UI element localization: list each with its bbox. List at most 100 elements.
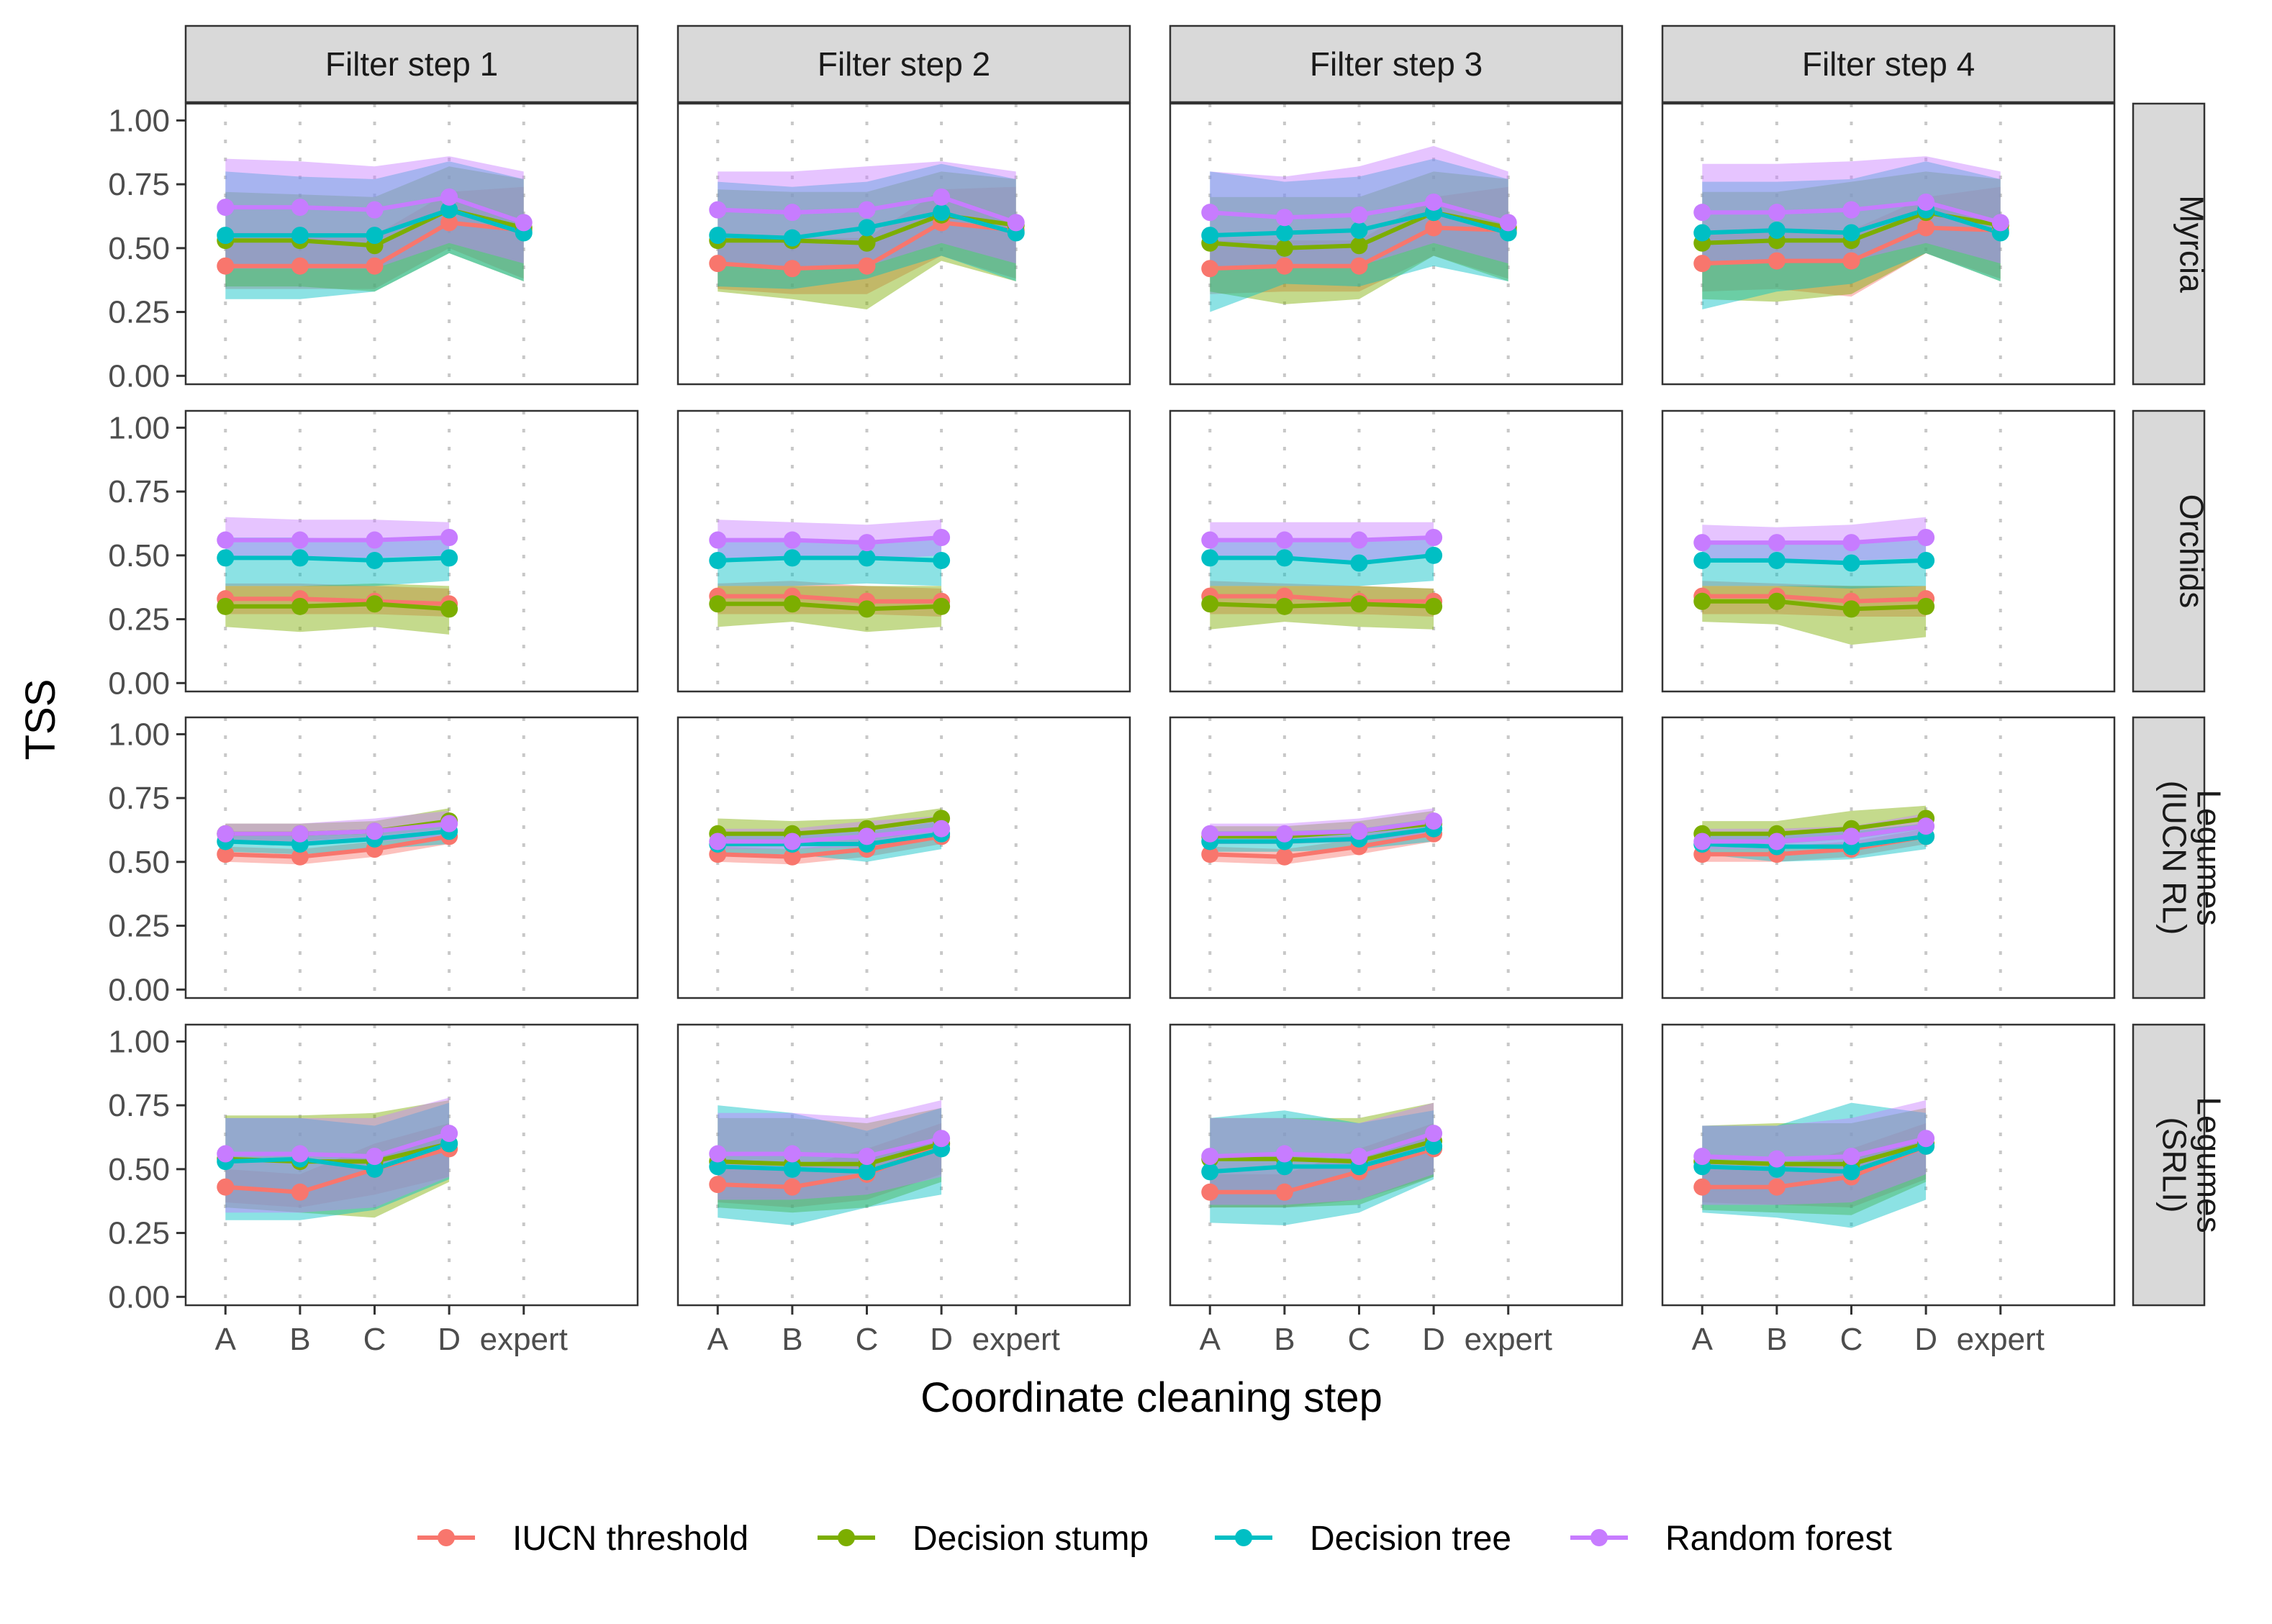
data-point — [291, 531, 309, 549]
legend-item: Decision stump — [818, 1520, 1149, 1558]
panel-border — [1661, 409, 2116, 693]
row-strip — [2132, 102, 2206, 386]
data-point — [1693, 534, 1711, 552]
panel-border — [1169, 102, 1624, 386]
data-point — [291, 848, 309, 866]
y-tick-label: 0.00 — [108, 666, 170, 701]
panel-data — [1201, 522, 1443, 630]
data-point — [1275, 1158, 1293, 1176]
panel-border — [1169, 409, 1624, 693]
data-point — [1201, 1148, 1219, 1166]
data-point — [1201, 204, 1219, 222]
data-point — [1693, 551, 1711, 569]
series-line — [718, 816, 942, 836]
x-tick-label: expert — [972, 1322, 1060, 1357]
series-line — [1210, 1131, 1434, 1159]
data-point — [709, 595, 727, 613]
panel-background — [1170, 411, 1622, 691]
legend-label: IUCN threshold — [512, 1520, 748, 1558]
confidence-band — [225, 537, 450, 586]
data-point — [1842, 252, 1860, 270]
panel-border — [1661, 1023, 2116, 1307]
x-tick-label: C — [856, 1322, 879, 1357]
data-point — [1350, 222, 1368, 240]
panel-background — [1662, 717, 2114, 998]
row-strip-label: (IUCN RL) — [2156, 781, 2194, 935]
series-line — [1702, 1144, 1927, 1189]
row-strip-label: Orchids — [2173, 494, 2211, 608]
data-point — [1768, 1178, 1786, 1196]
series-line — [1210, 826, 1434, 844]
data-point — [1768, 551, 1786, 569]
data-point — [1917, 551, 1935, 569]
panel-data — [1693, 517, 1935, 645]
series-line — [225, 821, 450, 836]
x-tick-label: C — [363, 1322, 386, 1357]
data-point — [217, 1145, 235, 1163]
panel-border — [676, 409, 1131, 693]
data-point — [933, 204, 951, 222]
data-point — [1275, 549, 1293, 567]
panel-background — [678, 411, 1130, 691]
series-line — [225, 834, 450, 859]
panel-data — [1693, 805, 1935, 863]
data-point — [858, 827, 876, 845]
data-point — [1768, 534, 1786, 552]
panel-border — [676, 102, 1131, 386]
data-point — [709, 833, 727, 850]
data-point — [1201, 549, 1219, 567]
panel-data — [217, 517, 458, 635]
x-tick-label: A — [1200, 1322, 1221, 1357]
data-point — [1842, 1163, 1860, 1181]
panel-background — [1170, 1025, 1622, 1305]
panel-data — [709, 520, 951, 632]
panel — [184, 102, 639, 386]
data-point — [1768, 1150, 1786, 1168]
y-axis-title: TSS — [17, 679, 64, 761]
y-tick-label: 0.00 — [108, 972, 170, 1007]
data-point — [1842, 534, 1860, 552]
panel — [184, 409, 639, 693]
y-tick-label: 1.00 — [108, 410, 170, 445]
series-line — [1702, 824, 1927, 844]
data-point — [783, 595, 801, 613]
data-point — [1275, 257, 1293, 275]
col-strip — [676, 24, 1131, 104]
series-line — [1702, 1141, 1927, 1166]
col-strip — [184, 24, 639, 104]
panel-border — [1661, 102, 2116, 386]
legend: IUCN threshold Decision stump Decision tre… — [417, 1520, 1892, 1558]
y-tick-label: 0.50 — [108, 538, 170, 573]
data-point — [858, 257, 876, 275]
data-point — [515, 214, 533, 232]
x-tick-label: expert — [480, 1322, 568, 1357]
data-point — [1350, 206, 1368, 224]
series-line — [1702, 834, 1927, 849]
data-point — [783, 1145, 801, 1163]
col-strip — [1169, 24, 1624, 104]
data-point — [1425, 546, 1443, 564]
data-point — [217, 257, 235, 275]
data-point — [858, 1163, 876, 1181]
data-point — [933, 551, 951, 569]
data-point — [1275, 825, 1293, 843]
data-point — [783, 229, 801, 247]
data-point — [1275, 239, 1293, 257]
panel-data — [1201, 145, 1517, 312]
x-tick-label: B — [1766, 1322, 1787, 1357]
data-point — [1917, 219, 1935, 237]
confidence-band — [225, 1100, 450, 1218]
data-point — [440, 529, 458, 547]
confidence-band — [1702, 1100, 1927, 1205]
panel — [1661, 102, 2116, 386]
data-point — [217, 1178, 235, 1196]
data-point — [291, 1183, 309, 1201]
data-point — [858, 219, 876, 237]
x-tick-label: B — [782, 1322, 802, 1357]
data-point — [366, 595, 384, 613]
series-line — [718, 555, 942, 563]
series-line — [718, 831, 942, 846]
panel-data — [709, 808, 951, 866]
data-point — [1842, 600, 1860, 618]
